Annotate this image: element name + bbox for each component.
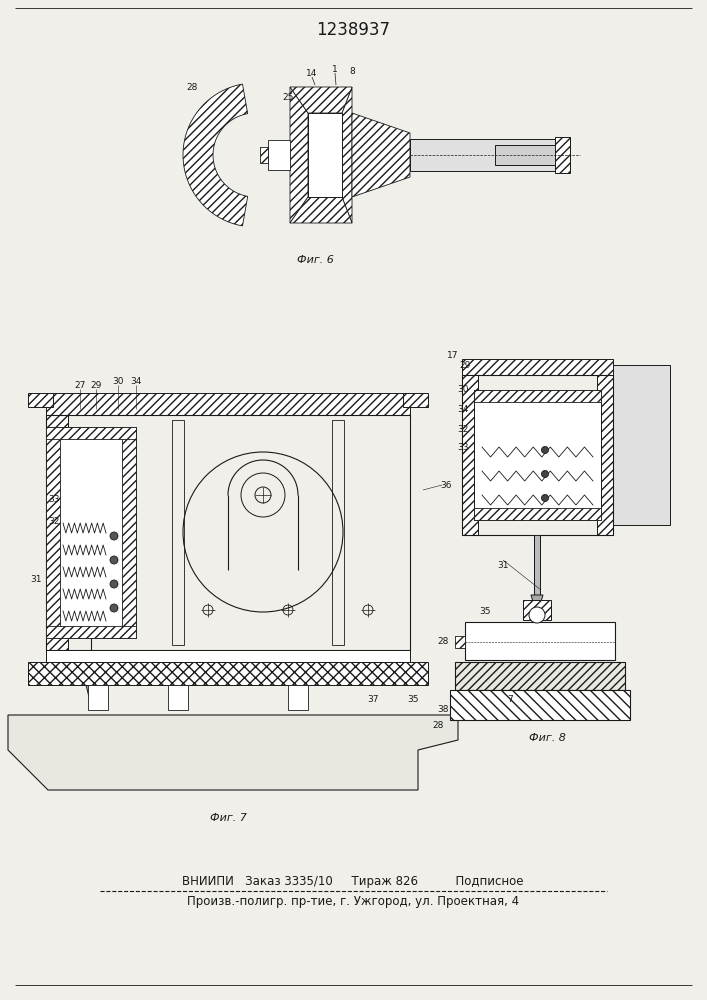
- Text: 31: 31: [30, 576, 42, 584]
- Text: Фиг. 6: Фиг. 6: [296, 255, 334, 265]
- Text: Произв.-полигр. пр-тие, г. Ужгород, ул. Проектная, 4: Произв.-полигр. пр-тие, г. Ужгород, ул. …: [187, 896, 519, 908]
- Text: 35: 35: [479, 607, 491, 616]
- Text: 31: 31: [497, 560, 509, 570]
- Text: 1238937: 1238937: [316, 21, 390, 39]
- Text: 29: 29: [460, 360, 471, 369]
- Bar: [455, 636, 465, 648]
- Polygon shape: [290, 197, 352, 223]
- Circle shape: [542, 494, 549, 502]
- Bar: [450, 690, 630, 720]
- Text: 32: 32: [457, 426, 469, 434]
- Bar: [122, 427, 136, 638]
- Circle shape: [529, 607, 545, 623]
- Bar: [46, 393, 410, 415]
- Bar: [46, 650, 410, 662]
- Text: 33: 33: [457, 442, 469, 452]
- Bar: [46, 415, 68, 650]
- Bar: [28, 662, 428, 685]
- Bar: [88, 685, 108, 710]
- Polygon shape: [531, 595, 543, 615]
- Text: 35: 35: [407, 696, 419, 704]
- Text: 28: 28: [438, 638, 449, 647]
- Bar: [465, 622, 615, 660]
- Text: 25: 25: [282, 93, 293, 102]
- Text: 29: 29: [90, 380, 102, 389]
- Bar: [168, 685, 188, 710]
- Polygon shape: [86, 685, 96, 705]
- Bar: [474, 508, 601, 520]
- Bar: [268, 140, 290, 170]
- Bar: [28, 393, 53, 407]
- Circle shape: [110, 556, 118, 564]
- Text: 28: 28: [432, 720, 444, 730]
- Bar: [288, 685, 308, 710]
- Text: 32: 32: [48, 518, 59, 526]
- Bar: [597, 375, 613, 535]
- Circle shape: [542, 446, 549, 454]
- Text: 30: 30: [457, 385, 469, 394]
- Bar: [172, 420, 184, 645]
- Bar: [308, 113, 342, 197]
- Text: 38: 38: [437, 706, 449, 714]
- Bar: [260, 147, 268, 163]
- Bar: [46, 427, 60, 638]
- Text: 34: 34: [457, 406, 469, 414]
- Bar: [610, 365, 670, 525]
- Polygon shape: [183, 84, 247, 226]
- Text: ВНИИПИ   Заказ 3335/10     Тираж 826          Подписное: ВНИИПИ Заказ 3335/10 Тираж 826 Подписное: [182, 876, 524, 888]
- Text: 36: 36: [440, 481, 452, 489]
- Bar: [403, 393, 428, 407]
- Text: 37: 37: [367, 696, 379, 704]
- Polygon shape: [290, 87, 308, 223]
- Text: 30: 30: [112, 376, 124, 385]
- Text: 8: 8: [349, 66, 355, 76]
- Text: 33: 33: [48, 495, 60, 504]
- Bar: [474, 390, 601, 520]
- Bar: [46, 415, 410, 650]
- Polygon shape: [352, 113, 410, 197]
- Text: 14: 14: [306, 68, 317, 78]
- Bar: [495, 145, 570, 165]
- Circle shape: [110, 604, 118, 612]
- Text: 27: 27: [74, 380, 86, 389]
- Circle shape: [110, 532, 118, 540]
- Circle shape: [542, 471, 549, 478]
- Bar: [462, 375, 613, 535]
- Bar: [523, 600, 551, 620]
- Bar: [46, 626, 136, 638]
- Circle shape: [110, 580, 118, 588]
- Text: 34: 34: [130, 376, 141, 385]
- Text: 1: 1: [332, 64, 338, 74]
- Bar: [410, 139, 570, 171]
- Bar: [474, 390, 601, 402]
- Polygon shape: [342, 87, 352, 223]
- Polygon shape: [8, 715, 458, 790]
- Bar: [462, 375, 478, 535]
- Bar: [534, 535, 540, 600]
- Text: 17: 17: [448, 351, 459, 360]
- Polygon shape: [290, 87, 352, 113]
- Bar: [332, 420, 344, 645]
- Text: 28: 28: [187, 83, 198, 92]
- Bar: [462, 359, 613, 375]
- Bar: [46, 427, 136, 439]
- Bar: [455, 662, 625, 690]
- Bar: [555, 137, 570, 173]
- Text: 7: 7: [507, 696, 513, 704]
- Bar: [46, 427, 136, 638]
- Text: Фиг. 7: Фиг. 7: [209, 813, 247, 823]
- Text: Фиг. 8: Фиг. 8: [529, 733, 566, 743]
